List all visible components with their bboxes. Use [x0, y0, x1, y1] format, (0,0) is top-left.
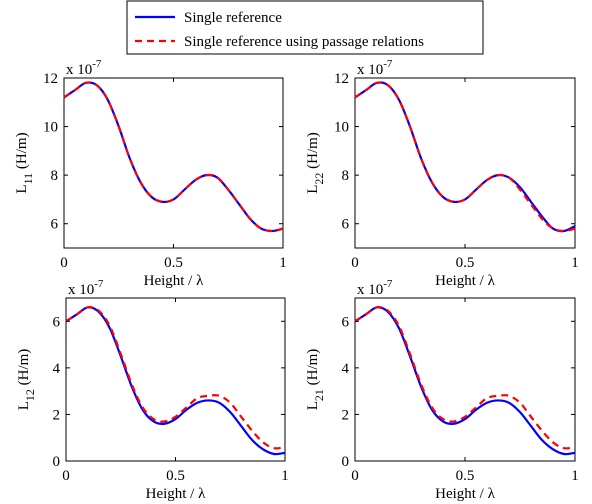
series-line-single-reference: [63, 81, 284, 233]
plot-area-frame: [354, 297, 576, 462]
x-tick-label: 1: [281, 468, 289, 484]
y-tick-label: 12: [334, 71, 349, 87]
legend-entry-passage-relations: Single reference using passage relations: [184, 34, 424, 50]
y-tick-label: 6: [342, 314, 350, 330]
y-tick-label: 6: [51, 217, 59, 233]
x-axis-label: Height / λ: [146, 486, 206, 502]
exponent-label: x 10-7: [357, 278, 393, 298]
y-axis-label: L21 (H/m): [305, 349, 326, 411]
exponent-power: -7: [383, 58, 393, 70]
y-tick-label: 4: [342, 361, 350, 377]
exponent-label: x 10-7: [357, 58, 393, 78]
y-axis-label-subscript: 22: [312, 173, 326, 185]
x-axis-label: Height / λ: [144, 273, 204, 289]
y-tick-label: 0: [342, 454, 350, 470]
legend-entry-single-reference: Single reference: [184, 10, 282, 26]
series-line-single-reference: [354, 81, 576, 233]
y-tick-label: 10: [43, 120, 58, 136]
plot-area-frame: [354, 77, 576, 249]
exponent-label: x 10-7: [68, 278, 104, 298]
x-tick-label: 0.5: [456, 255, 475, 271]
y-axis-label-unit: (H/m): [305, 132, 321, 172]
legend: Single reference Single reference using …: [126, 0, 484, 55]
x-tick-label: 0: [351, 468, 359, 484]
y-tick-label: 4: [53, 361, 61, 377]
y-axis-label: L22 (H/m): [305, 132, 326, 194]
series-line-single-reference: [65, 306, 286, 456]
exponent-label: x 10-7: [66, 58, 102, 78]
x-tick-label: 0.5: [166, 468, 185, 484]
y-axis-label-symbol: L: [305, 185, 321, 194]
y-tick-label: 8: [342, 168, 350, 184]
y-axis-label: L12 (H/m): [16, 349, 37, 411]
x-tick-label: 0.5: [164, 255, 183, 271]
y-tick-label: 0: [53, 454, 61, 470]
series-line-single-reference: [354, 306, 576, 456]
y-tick-label: 6: [342, 217, 350, 233]
y-tick-label: 8: [51, 168, 59, 184]
series-line-passage-relations: [354, 306, 576, 450]
y-axis-label-subscript: 21: [312, 389, 326, 401]
y-tick-label: 6: [53, 314, 61, 330]
series-line-passage-relations: [63, 81, 284, 233]
exponent-power: -7: [383, 278, 393, 290]
series-line-passage-relations: [65, 306, 286, 450]
exponent-power: -7: [92, 58, 102, 70]
x-axis-label: Height / λ: [435, 486, 495, 502]
y-axis-label: L11 (H/m): [14, 132, 35, 193]
y-axis-label-symbol: L: [14, 184, 30, 193]
legend-box: [126, 0, 484, 55]
panel-bottom-right: 0 2 4 6 0 0.5 1 Height / λ x 10-7 L21 (H/m): [305, 278, 579, 502]
plot-area-frame: [65, 297, 286, 462]
panel-top-right: 6 8 10 12 0 0.5 1 Height / λ x 10-7 L22 (H/m): [305, 58, 579, 289]
y-tick-label: 2: [53, 407, 61, 423]
y-axis-label-subscript: 12: [23, 389, 37, 401]
y-tick-label: 2: [342, 407, 350, 423]
panel-top-left: 6 8 10 12 0 0.5 1 Height / λ x 10-7 L11 (H/m): [14, 58, 287, 289]
series-line-passage-relations: [354, 81, 576, 233]
x-tick-label: 1: [279, 255, 287, 271]
exponent-power: -7: [94, 278, 104, 290]
x-tick-label: 0.5: [456, 468, 475, 484]
x-axis-label: Height / λ: [435, 273, 495, 289]
x-tick-label: 0: [60, 255, 68, 271]
x-tick-label: 0: [351, 255, 359, 271]
y-axis-label-unit: (H/m): [16, 349, 32, 389]
y-axis-label-subscript: 11: [21, 173, 35, 185]
y-axis-label-unit: (H/m): [14, 132, 30, 172]
panel-bottom-left: 0 2 4 6 0 0.5 1 Height / λ x 10-7 L12 (H/m): [16, 278, 289, 502]
y-axis-label-unit: (H/m): [305, 349, 321, 389]
plot-area-frame: [63, 77, 284, 249]
y-axis-label-symbol: L: [305, 401, 321, 410]
x-tick-label: 0: [62, 468, 70, 484]
x-tick-label: 1: [571, 468, 579, 484]
x-tick-label: 1: [571, 255, 579, 271]
y-axis-label-symbol: L: [16, 401, 32, 410]
y-tick-label: 12: [43, 71, 58, 87]
y-tick-label: 10: [334, 120, 349, 136]
